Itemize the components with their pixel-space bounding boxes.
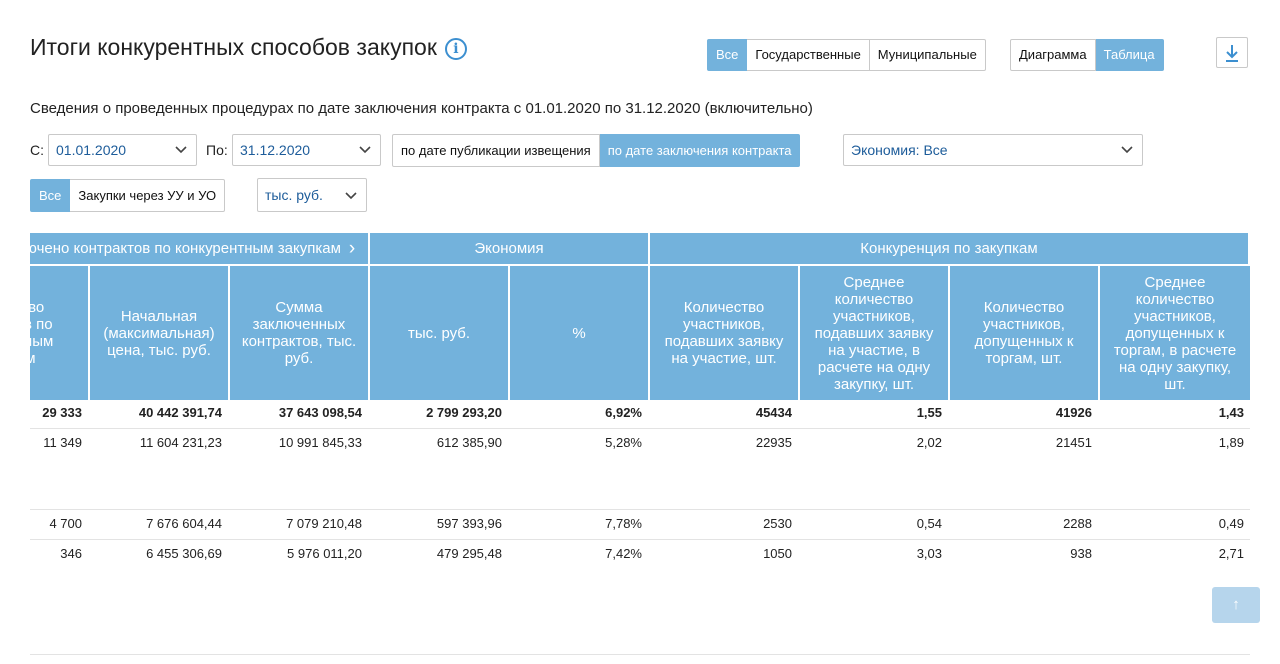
table-cell: 7 079 210,48	[286, 516, 362, 531]
from-date-select[interactable]: 01.01.2020	[48, 134, 197, 166]
budget-filter-all[interactable]: Все	[707, 39, 748, 71]
table-cell: 597 393,96	[436, 516, 502, 531]
table-cell: 40 442 391,74	[138, 405, 222, 420]
info-icon[interactable]: i	[444, 37, 467, 60]
purchase-type-toggle: Все Закупки через УУ и УО	[30, 179, 226, 212]
from-date-value: 01.01.2020	[56, 142, 127, 158]
table-cell: 2 799 293,20	[426, 405, 502, 420]
unit-select[interactable]: тыс. руб.	[257, 178, 367, 212]
purchase-type-uu-uo[interactable]: Закупки через УУ и УО	[70, 179, 226, 212]
report-subtitle: Сведения о проведенных процедурах по дат…	[30, 100, 813, 117]
to-date-value: 31.12.2020	[240, 142, 311, 158]
group-header-contracts[interactable]: Заключено контрактов по конкурентным зак…	[30, 233, 368, 264]
economy-select-value: Экономия: Все	[851, 142, 948, 158]
table-cell: 21451	[1055, 435, 1092, 450]
bottom-divider	[30, 654, 1250, 655]
table-cell: 0,54	[916, 516, 942, 531]
view-toggle-chart[interactable]: Диаграмма	[1010, 39, 1096, 71]
table-cell: 612 385,90	[436, 435, 502, 450]
table-cell: 5,28%	[605, 435, 642, 450]
table-cell: 29 333	[42, 405, 82, 420]
table-cell: 22935	[755, 435, 792, 450]
column-header: %	[510, 266, 648, 400]
group-header-contracts-label: Заключено контрактов по конкурентным зак…	[30, 240, 341, 257]
table-cell: 7,42%	[605, 546, 642, 561]
page-title: Итоги конкурентных способов закупок	[30, 34, 437, 60]
view-toggle: Диаграмма Таблица	[1010, 39, 1164, 71]
table-cell: 11 604 231,23	[139, 435, 222, 450]
table-cell: 2288	[1063, 516, 1092, 531]
table-cell: 1,43	[1218, 405, 1244, 420]
column-header: тыс. руб.	[370, 266, 508, 400]
table-cell: 37 643 098,54	[278, 405, 362, 420]
to-date-select[interactable]: 31.12.2020	[232, 134, 381, 166]
to-label: По:	[206, 142, 228, 158]
chevron-down-icon	[345, 192, 357, 200]
group-header-economy: Экономия	[370, 233, 648, 264]
table-cell: 41926	[1055, 405, 1092, 420]
column-header: Среднее количество участников, подавших …	[800, 266, 948, 400]
table-cell: 2530	[763, 516, 792, 531]
from-label: С:	[30, 142, 44, 158]
table-cell: 4 700	[49, 516, 82, 531]
table-cell: 6 455 306,69	[146, 546, 222, 561]
table-cell: 45434	[755, 405, 792, 420]
column-header: Среднее количество участников, допущенны…	[1100, 266, 1250, 400]
download-button[interactable]	[1216, 37, 1248, 68]
table-cell: 7,78%	[605, 516, 642, 531]
chevron-down-icon	[359, 146, 371, 154]
budget-filter-municipal[interactable]: Муниципальные	[869, 39, 986, 71]
column-header: Количество контрактов по конкурентным за…	[30, 266, 88, 400]
table-cell: 3,03	[916, 546, 942, 561]
table-cell: 5 976 011,20	[287, 546, 362, 561]
row-divider	[30, 509, 1250, 510]
chevron-down-icon	[1121, 146, 1133, 154]
download-icon	[1226, 45, 1238, 62]
row-divider	[30, 539, 1250, 540]
table-cell: 938	[1070, 546, 1092, 561]
table-cell: 0,49	[1218, 516, 1244, 531]
group-header-competition: Конкуренция по закупкам	[650, 233, 1248, 264]
table-cell: 7 676 604,44	[146, 516, 222, 531]
table-cell: 346	[60, 546, 82, 561]
scroll-to-top-button[interactable]: ↑	[1212, 587, 1260, 623]
table-cell: 10 991 845,33	[278, 435, 362, 450]
date-mode-toggle: по дате публикации извещения по дате зак…	[392, 134, 801, 167]
column-header: Количество участников, подавших заявку н…	[650, 266, 798, 400]
column-header: Количество участников, допущенных к торг…	[950, 266, 1098, 400]
table-cell: 2,02	[916, 435, 942, 450]
unit-select-value: тыс. руб.	[265, 187, 323, 203]
budget-filter: Все Государственные Муниципальные	[707, 39, 986, 71]
results-table[interactable]: Заключено контрактов по конкурентным зак…	[30, 233, 1250, 573]
date-mode-contract[interactable]: по дате заключения контракта	[599, 134, 801, 167]
table-cell: 2,71	[1218, 546, 1244, 561]
date-mode-publication[interactable]: по дате публикации извещения	[392, 134, 600, 167]
purchase-type-all[interactable]: Все	[30, 179, 71, 212]
view-toggle-table[interactable]: Таблица	[1095, 39, 1164, 71]
table-cell: 1050	[763, 546, 792, 561]
chevron-right-icon: ›	[348, 238, 356, 259]
table-cell: 1,89	[1218, 435, 1244, 450]
column-header: Сумма заключенных контрактов, тыс. руб.	[230, 266, 368, 400]
table-cell: 11 349	[43, 435, 82, 450]
table-cell: 479 295,48	[436, 546, 502, 561]
column-header: Начальная (максимальная) цена, тыс. руб.	[90, 266, 228, 400]
budget-filter-state[interactable]: Государственные	[747, 39, 870, 71]
chevron-down-icon	[175, 146, 187, 154]
table-cell: 6,92%	[605, 405, 642, 420]
table-cell: 1,55	[916, 405, 942, 420]
row-divider	[30, 428, 1250, 429]
economy-select[interactable]: Экономия: Все	[843, 134, 1143, 166]
page-title-wrap: Итоги конкурентных способов закупок i	[30, 34, 467, 61]
